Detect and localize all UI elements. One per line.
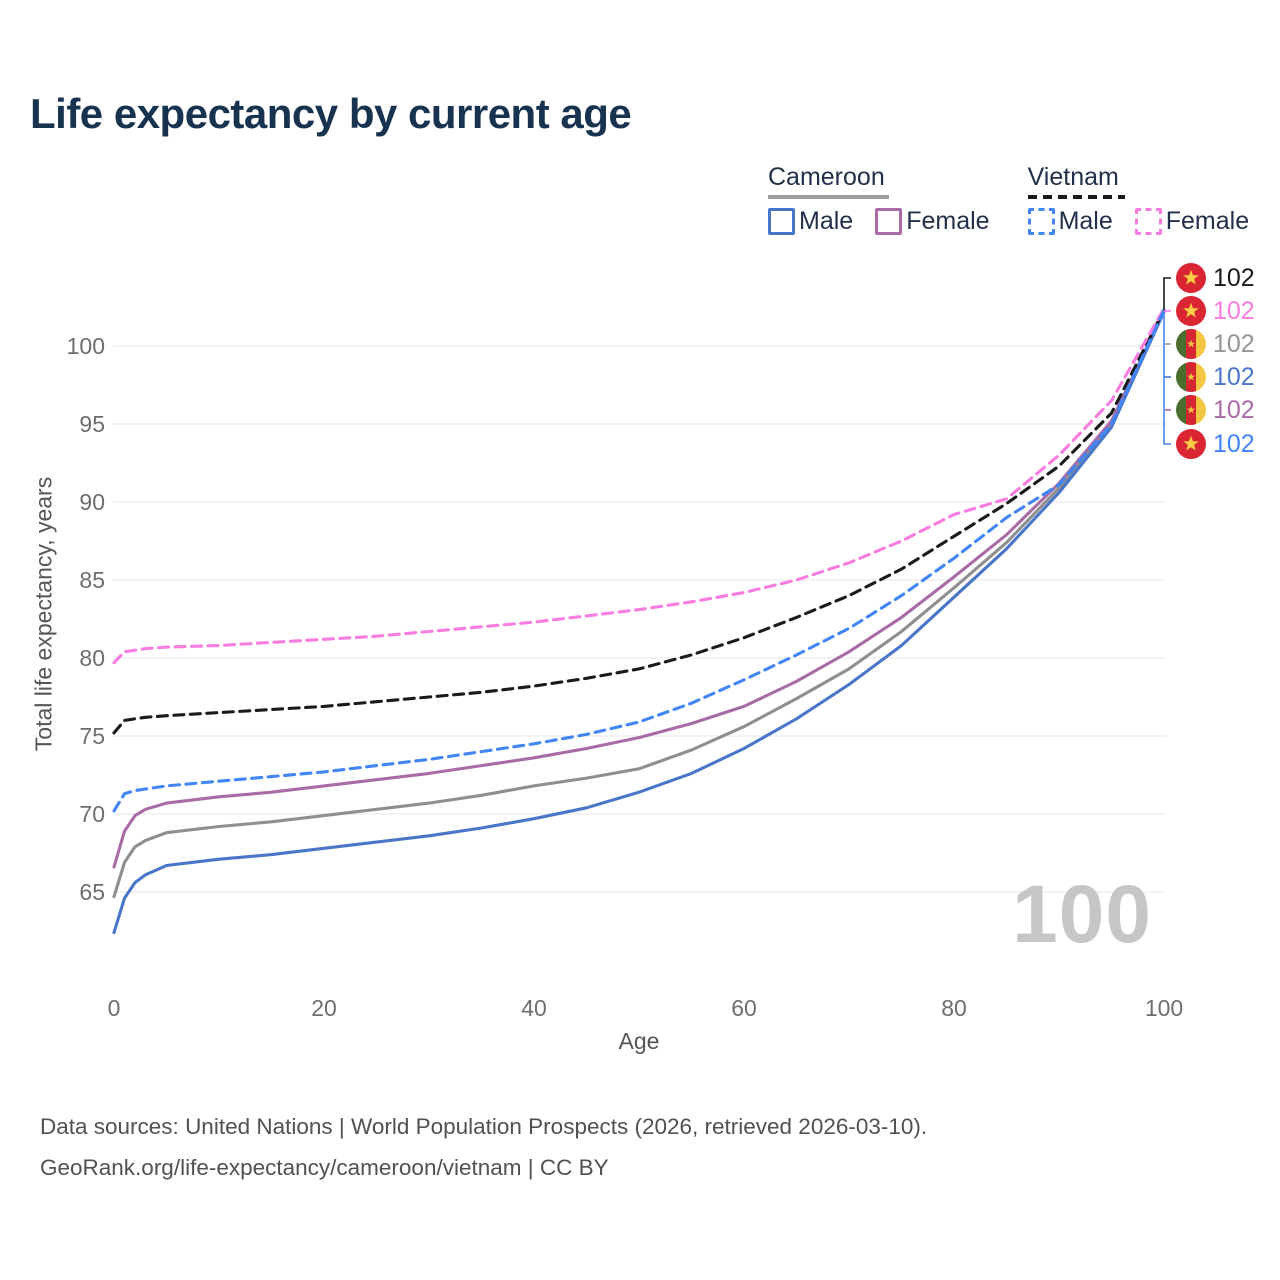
- end-label-value: 102: [1213, 263, 1255, 292]
- age-watermark: 100: [1012, 869, 1152, 960]
- legend-item-vietnam-male[interactable]: Male: [1027, 207, 1113, 236]
- legend-item-label: Female: [1165, 207, 1250, 235]
- label-connector-line: [1163, 313, 1171, 445]
- legend-underline-dashed: [1027, 195, 1125, 199]
- legend-item-label: Male: [1058, 207, 1113, 235]
- x-tick-label: 100: [1145, 995, 1183, 1021]
- series-line-cameroon-female[interactable]: [112, 310, 1166, 869]
- legend-item-cameroon-male[interactable]: Male: [768, 207, 853, 236]
- cameroon-female-swatch-icon: [875, 208, 903, 235]
- x-tick-label: 20: [311, 995, 337, 1021]
- series-line-vietnam-male[interactable]: [112, 308, 1166, 813]
- x-tick-label: 60: [731, 995, 757, 1021]
- vietnam-female-swatch-icon: [1134, 208, 1162, 235]
- vietnam-male-swatch-icon: [1027, 208, 1055, 235]
- y-tick-label: 80: [79, 645, 105, 671]
- legend-item-vietnam-female[interactable]: Female: [1134, 207, 1250, 236]
- end-label-row-6[interactable]: 102: [1176, 429, 1255, 459]
- y-tick-label: 65: [79, 879, 105, 905]
- cameroon-flag-icon: [1176, 395, 1206, 425]
- source-url-line[interactable]: GeoRank.org/life-expectancy/cameroon/vie…: [40, 1155, 609, 1180]
- y-axis-title: Total life expectancy, years: [30, 476, 57, 752]
- cameroon-male-swatch-icon: [768, 208, 795, 235]
- legend-item-cameroon-female[interactable]: Female: [875, 207, 990, 236]
- chart-legend: Cameroon Male Female Vietnam Male: [768, 163, 1249, 236]
- y-tick-label: 70: [79, 801, 105, 827]
- footer-attribution: Data sources: United Nations | World Pop…: [40, 1106, 927, 1188]
- series-line-cameroon-male[interactable]: [112, 310, 1166, 935]
- end-label-value: 102: [1213, 429, 1255, 458]
- x-axis-title: Age: [618, 1028, 660, 1054]
- legend-item-label: Female: [906, 207, 990, 235]
- legend-group-cameroon: Cameroon Male Female: [768, 163, 990, 236]
- x-tick-label: 40: [521, 995, 547, 1021]
- y-tick-label: 75: [79, 723, 105, 749]
- vietnam-flag-icon: [1176, 429, 1206, 459]
- cameroon-flag-icon: [1176, 329, 1206, 359]
- label-connector-line: [1163, 277, 1171, 310]
- end-label-row-1[interactable]: 102: [1176, 263, 1255, 293]
- series-line-vietnam-all[interactable]: [112, 308, 1166, 735]
- legend-title-vietnam[interactable]: Vietnam: [1027, 163, 1119, 191]
- end-label-value: 102: [1213, 296, 1255, 325]
- end-label-value: 102: [1213, 395, 1255, 424]
- y-tick-label: 85: [79, 567, 105, 593]
- x-tick-label: 80: [941, 995, 967, 1021]
- y-tick-label: 95: [79, 411, 105, 437]
- end-label-row-3[interactable]: 102: [1176, 329, 1255, 359]
- x-tick-label: 0: [108, 995, 121, 1021]
- end-label-row-2[interactable]: 102: [1176, 296, 1255, 326]
- end-label-value: 102: [1213, 362, 1255, 391]
- legend-title-cameroon[interactable]: Cameroon: [768, 163, 885, 191]
- y-tick-label: 90: [79, 489, 105, 515]
- page-title: Life expectancy by current age: [30, 90, 632, 137]
- vietnam-flag-icon: [1176, 263, 1206, 293]
- series-line-vietnam-female[interactable]: [112, 307, 1166, 665]
- series-line-cameroon-all[interactable]: [112, 310, 1166, 899]
- data-sources-line: Data sources: United Nations | World Pop…: [40, 1114, 928, 1139]
- legend-item-label: Male: [799, 207, 854, 235]
- end-label-row-4[interactable]: 102: [1176, 362, 1255, 392]
- cameroon-flag-icon: [1176, 362, 1206, 392]
- legend-underline-solid: [768, 195, 889, 199]
- end-label-row-5[interactable]: 102: [1176, 395, 1255, 425]
- vietnam-flag-icon: [1176, 296, 1206, 326]
- end-label-value: 102: [1213, 329, 1255, 358]
- y-tick-label: 100: [67, 333, 105, 359]
- legend-group-vietnam: Vietnam Male Female: [1027, 163, 1250, 236]
